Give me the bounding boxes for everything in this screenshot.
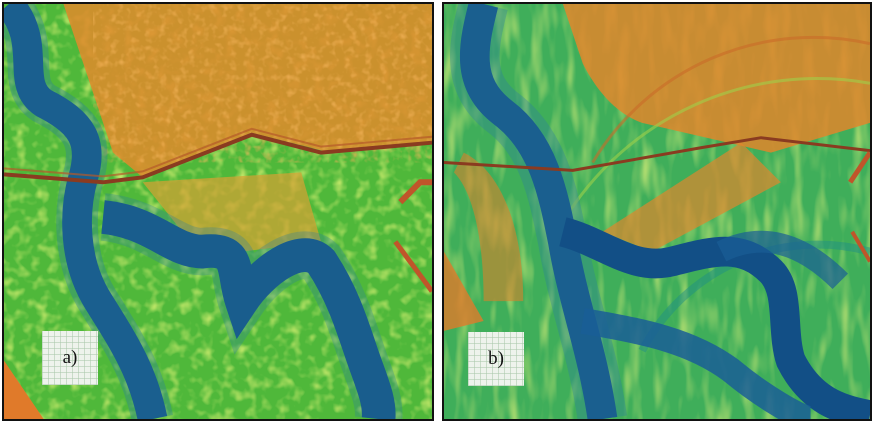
road-line-b (444, 136, 870, 172)
panel-label-a: a) (42, 331, 98, 385)
river-meander-a (100, 200, 396, 419)
road-line-a (4, 132, 432, 185)
raster-map-b (444, 4, 870, 419)
river-meander-b (558, 217, 870, 419)
map-panel-a: a) (2, 2, 434, 421)
high-zone-arc (562, 4, 870, 153)
panel-label-b: b) (468, 332, 524, 386)
raster-map-a (4, 4, 432, 419)
river-channel-a (4, 4, 168, 419)
map-panel-b: b) (442, 2, 872, 421)
